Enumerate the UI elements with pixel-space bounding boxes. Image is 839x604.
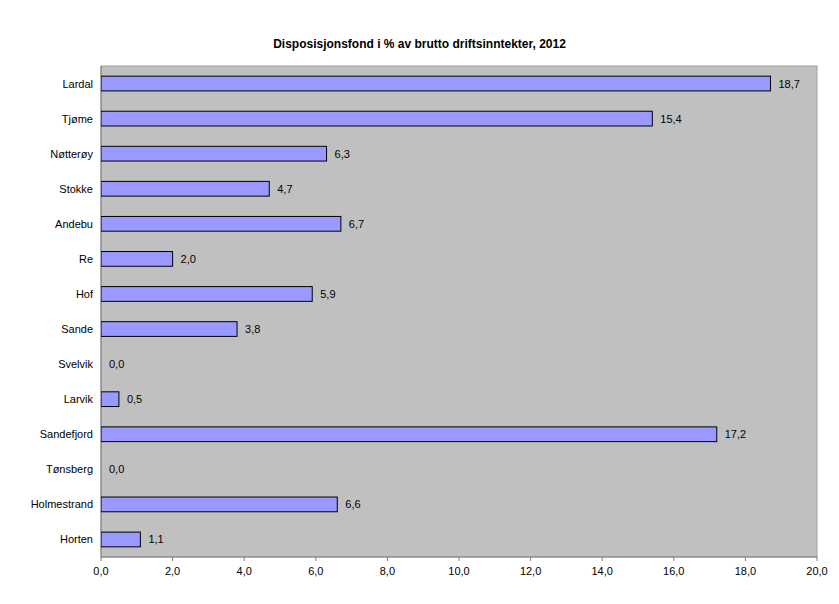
x-tick xyxy=(459,557,460,561)
x-tick-label: 12,0 xyxy=(520,565,541,577)
category-label: Re xyxy=(79,253,93,265)
bar xyxy=(101,216,341,231)
data-label: 3,8 xyxy=(245,323,260,335)
bar xyxy=(101,111,652,126)
bar xyxy=(101,181,269,196)
category-label: Tønsberg xyxy=(46,463,93,475)
bar xyxy=(101,497,337,512)
x-tick-label: 4,0 xyxy=(237,565,252,577)
bar xyxy=(101,287,312,302)
bar xyxy=(101,427,717,442)
chart-container: Disposisjonsfond i % av brutto driftsinn… xyxy=(0,0,839,604)
category-label: Lardal xyxy=(62,78,93,90)
x-tick xyxy=(817,557,818,561)
category-label: Hof xyxy=(76,288,94,300)
category-label: Horten xyxy=(60,533,93,545)
x-tick-label: 8,0 xyxy=(380,565,395,577)
x-tick xyxy=(673,557,674,561)
x-tick-label: 16,0 xyxy=(663,565,684,577)
bar xyxy=(101,76,770,91)
category-label: Larvik xyxy=(64,393,94,405)
data-label: 0,0 xyxy=(109,463,124,475)
category-label: Stokke xyxy=(59,183,93,195)
plot-area xyxy=(101,66,817,557)
data-label: 4,7 xyxy=(277,183,292,195)
category-label: Sande xyxy=(61,323,93,335)
data-label: 6,7 xyxy=(349,218,364,230)
y-axis-line xyxy=(101,66,102,557)
bar xyxy=(101,146,327,161)
x-tick xyxy=(602,557,603,561)
x-tick-label: 6,0 xyxy=(308,565,323,577)
x-tick-label: 2,0 xyxy=(165,565,180,577)
data-label: 2,0 xyxy=(181,253,196,265)
bar xyxy=(101,462,102,477)
data-label: 6,6 xyxy=(345,498,360,510)
data-label: 0,5 xyxy=(127,393,142,405)
title: Disposisjonsfond i % av brutto driftsinn… xyxy=(273,37,566,51)
data-label: 0,0 xyxy=(109,358,124,370)
data-label: 17,2 xyxy=(725,428,746,440)
bar xyxy=(101,322,237,337)
category-label: Svelvik xyxy=(58,358,93,370)
category-label: Tjøme xyxy=(62,113,93,125)
x-tick xyxy=(244,557,245,561)
category-label: Nøtterøy xyxy=(50,148,93,160)
bar xyxy=(101,392,119,407)
labels: Lardal 18,7 Tjøme 15,4 Nøtterøy 6,3 Stokke 4,7 A… xyxy=(31,78,800,546)
data-label: 6,3 xyxy=(335,148,350,160)
category-label: Andebu xyxy=(55,218,93,230)
x-tick-label: 0,0 xyxy=(93,565,108,577)
x-tick xyxy=(172,557,173,561)
x-tick-label: 18,0 xyxy=(735,565,756,577)
x-tick xyxy=(315,557,316,561)
x-tick-label: 20,0 xyxy=(806,565,827,577)
x-tick xyxy=(101,557,102,561)
bar xyxy=(101,357,102,372)
data-label: 18,7 xyxy=(778,78,799,90)
bars xyxy=(101,76,770,547)
data-label: 15,4 xyxy=(660,113,681,125)
data-label: 1,1 xyxy=(148,533,163,545)
x-tick xyxy=(530,557,531,561)
category-label: Holmestrand xyxy=(31,498,93,510)
x-tick-label: 10,0 xyxy=(448,565,469,577)
category-label: Sandefjord xyxy=(40,428,93,440)
x-tick-label: 14,0 xyxy=(591,565,612,577)
data-label: 5,9 xyxy=(320,288,335,300)
x-tick xyxy=(387,557,388,561)
bar xyxy=(101,532,140,547)
chart-svg: Disposisjonsfond i % av brutto driftsinn… xyxy=(0,0,839,604)
x-tick xyxy=(745,557,746,561)
bar xyxy=(101,252,173,267)
